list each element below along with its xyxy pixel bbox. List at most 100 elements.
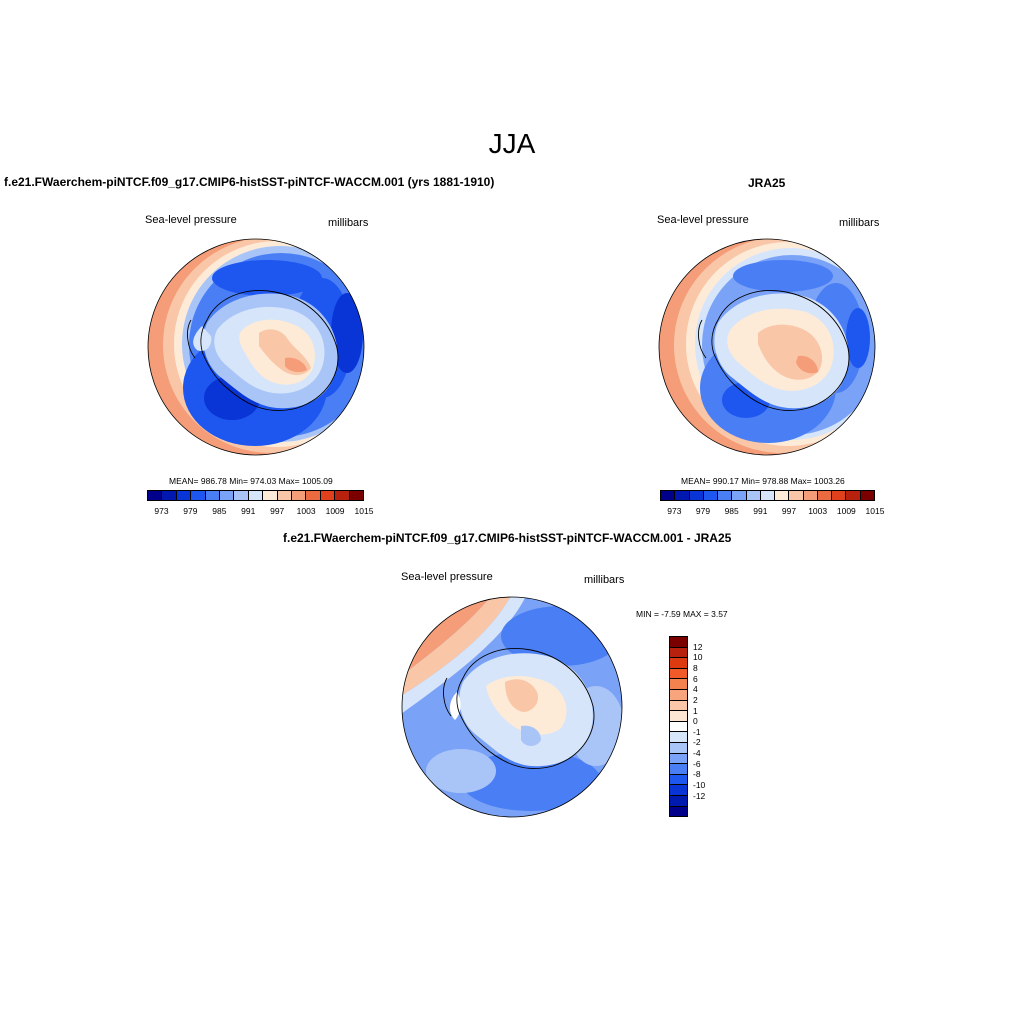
colorbar-swatch (349, 491, 364, 500)
model-units-label: millibars (328, 217, 369, 229)
colorbar-swatch (176, 491, 192, 500)
colorbar-swatch (789, 491, 804, 500)
colorbar-tick-label: 1009 (325, 506, 345, 516)
colorbar-tick-label: 985 (724, 506, 739, 516)
colorbar-swatch (248, 491, 264, 500)
obs-polar-map (658, 238, 876, 456)
diff-variable-label: Sea-level pressure (401, 571, 493, 583)
colorbar-swatch (803, 491, 818, 500)
colorbar-tick-label: 8 (693, 662, 698, 673)
colorbar-tick-label: 991 (753, 506, 768, 516)
colorbar-swatch (675, 491, 690, 500)
colorbar-swatch (860, 491, 874, 500)
diff-stats: MIN = -7.59 MAX = 3.57 (636, 609, 728, 619)
colorbar-tick-label: 973 (667, 506, 682, 516)
diff-colorbar-ticks: 12 10 8 6 4 2 1 0 -1 -2 -4 -6 -8 -10 -12 (693, 636, 723, 817)
colorbar-swatch (670, 637, 687, 648)
colorbar-tick-label: -4 (693, 748, 701, 759)
colorbar-tick-label: 12 (693, 641, 703, 652)
colorbar-tick-label: 1003 (296, 506, 316, 516)
colorbar-tick-label: 0 (693, 716, 698, 727)
colorbar-swatch (760, 491, 776, 500)
colorbar-swatch (234, 491, 249, 500)
colorbar-tick-label: 979 (695, 506, 711, 516)
model-stats: MEAN= 986.78 Min= 974.03 Max= 1005.09 (169, 476, 333, 486)
colorbar-tick-label: -10 (693, 780, 706, 791)
colorbar-tick-label: 985 (212, 506, 227, 516)
obs-colorbar-ticks: 973 979 985 991 997 1003 1009 1015 (660, 506, 884, 518)
colorbar-swatch (670, 795, 687, 807)
colorbar-swatch (703, 491, 719, 500)
colorbar-swatch (661, 491, 676, 500)
colorbar-swatch (162, 491, 177, 500)
colorbar-tick-label: -1 (693, 726, 701, 737)
colorbar-swatch (670, 658, 687, 669)
colorbar-swatch (148, 491, 163, 500)
colorbar-swatch (670, 806, 687, 817)
colorbar-swatch (277, 491, 293, 500)
colorbar-swatch (670, 764, 687, 775)
colorbar-swatch (306, 491, 321, 500)
colorbar-tick-label: -8 (693, 769, 701, 780)
colorbar-tick-label: 997 (270, 506, 285, 516)
colorbar-swatch (670, 732, 687, 743)
colorbar-swatch (263, 491, 278, 500)
colorbar-tick-label: 10 (693, 652, 703, 663)
colorbar-tick-label: -6 (693, 758, 701, 769)
colorbar-tick-label: -12 (693, 790, 706, 801)
colorbar-tick-label: -2 (693, 737, 701, 748)
colorbar-swatch (320, 491, 336, 500)
diff-polar-map (401, 596, 623, 818)
colorbar-tick-label: 1009 (836, 506, 856, 516)
colorbar-swatch (670, 689, 687, 701)
colorbar-swatch (732, 491, 747, 500)
colorbar-swatch (670, 668, 687, 680)
colorbar-swatch (832, 491, 847, 500)
obs-panel-title: JRA25 (748, 176, 786, 190)
colorbar-tick-label: 1015 (865, 506, 885, 516)
colorbar-swatch (817, 491, 833, 500)
colorbar-swatch (220, 491, 235, 500)
colorbar-tick-label: 1015 (354, 506, 374, 516)
colorbar-tick-label: 991 (241, 506, 256, 516)
diff-units-label: millibars (584, 574, 625, 586)
model-variable-label: Sea-level pressure (145, 214, 237, 226)
colorbar-tick-label: 2 (693, 694, 698, 705)
colorbar-swatch (670, 700, 687, 712)
figure-title: JJA (488, 128, 536, 159)
colorbar-swatch (689, 491, 704, 500)
colorbar-swatch (718, 491, 733, 500)
colorbar-swatch (335, 491, 350, 500)
model-colorbar (147, 490, 364, 501)
colorbar-swatch (292, 491, 307, 500)
model-colorbar-ticks: 973 979 985 991 997 1003 1009 1015 (147, 506, 373, 518)
obs-stats: MEAN= 990.17 Min= 978.88 Max= 1003.26 (681, 476, 845, 486)
colorbar-swatch (775, 491, 790, 500)
colorbar-swatch (670, 774, 687, 786)
obs-colorbar (660, 490, 875, 501)
colorbar-tick-label: 1 (693, 705, 698, 716)
colorbar-tick-label: 973 (154, 506, 169, 516)
obs-units-label: millibars (839, 217, 880, 229)
colorbar-tick-label: 997 (781, 506, 797, 516)
colorbar-swatch (670, 785, 687, 796)
obs-variable-label: Sea-level pressure (657, 214, 749, 226)
diff-colorbar (669, 636, 688, 817)
colorbar-swatch (670, 742, 687, 754)
colorbar-swatch (670, 647, 687, 659)
colorbar-tick-label: 1003 (808, 506, 828, 516)
colorbar-swatch (670, 679, 687, 690)
colorbar-tick-label: 979 (183, 506, 198, 516)
colorbar-swatch (670, 753, 687, 765)
colorbar-tick-label: 6 (693, 673, 698, 684)
colorbar-swatch (846, 491, 861, 500)
model-panel-title: f.e21.FWaerchem-piNTCF.f09_g17.CMIP6-his… (4, 175, 495, 189)
colorbar-swatch (746, 491, 761, 500)
colorbar-swatch (205, 491, 221, 500)
colorbar-tick-label: 4 (693, 684, 698, 695)
colorbar-swatch (670, 721, 687, 733)
diff-panel-title: f.e21.FWaerchem-piNTCF.f09_g17.CMIP6-his… (283, 531, 732, 545)
model-polar-map (147, 238, 365, 456)
colorbar-swatch (670, 711, 687, 722)
colorbar-swatch (191, 491, 206, 500)
